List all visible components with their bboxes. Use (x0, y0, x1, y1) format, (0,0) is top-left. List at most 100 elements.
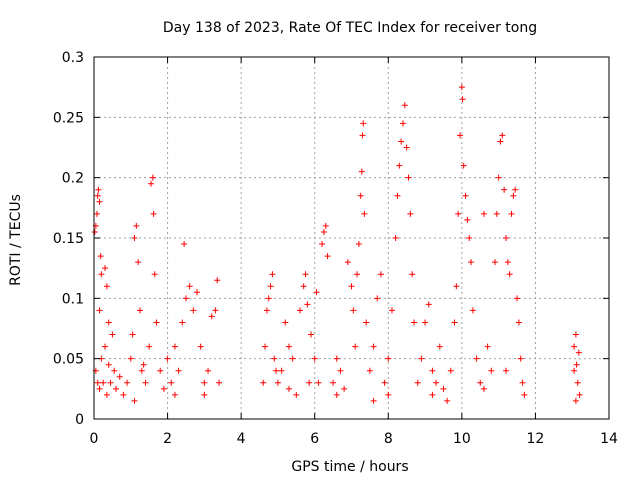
data-point (100, 379, 107, 386)
data-point (142, 379, 149, 386)
x-tick-label: 12 (527, 431, 545, 447)
data-point (103, 283, 110, 290)
data-point (503, 235, 509, 241)
data-point (263, 307, 270, 314)
data-point (96, 385, 103, 392)
data-point (285, 343, 292, 350)
data-point (512, 186, 519, 193)
data-point (131, 235, 138, 241)
data-point (160, 385, 167, 392)
data-point (91, 228, 98, 235)
data-point (401, 102, 408, 109)
data-point (164, 355, 171, 362)
data-point (436, 343, 443, 350)
data-point (491, 259, 498, 266)
data-point (422, 319, 429, 326)
data-point (315, 379, 322, 386)
x-tick-label: 4 (237, 431, 246, 447)
data-point (462, 192, 469, 199)
data-point (260, 379, 267, 386)
data-point (262, 343, 269, 350)
data-point (97, 253, 104, 260)
data-point (205, 367, 212, 374)
scatter-points (91, 84, 583, 404)
data-point (455, 210, 462, 217)
y-tick-label: 0.3 (62, 50, 84, 66)
y-tick-label: 0.1 (62, 291, 84, 307)
axis-ticks: 0 2 4 6 8 10 12 14 0 0.05 0.1 0.15 0.2 0.25 0.3 (53, 50, 618, 447)
data-point (572, 331, 579, 338)
data-point (95, 186, 102, 193)
data-point (201, 379, 208, 386)
data-point (440, 385, 447, 392)
data-point (398, 138, 405, 145)
data-point (370, 343, 377, 350)
data-point (271, 355, 278, 362)
data-point (120, 391, 127, 398)
data-point (319, 241, 326, 248)
data-point (103, 391, 110, 398)
data-point (477, 379, 484, 386)
data-point (111, 367, 118, 374)
data-point (358, 168, 365, 175)
data-point (94, 379, 101, 386)
data-point (274, 379, 281, 386)
data-point (146, 343, 153, 350)
data-point (116, 373, 123, 380)
data-point (285, 385, 292, 392)
data-point (157, 367, 164, 374)
data-point (352, 343, 359, 350)
data-point (504, 259, 511, 266)
data-point (425, 301, 432, 308)
data-point (93, 210, 100, 217)
data-point (429, 367, 436, 374)
data-point (459, 96, 466, 103)
data-point (265, 295, 272, 302)
data-point (282, 319, 289, 326)
data-point (138, 367, 145, 374)
data-point (140, 361, 147, 368)
data-point (468, 259, 475, 266)
data-point (333, 355, 340, 362)
data-point (350, 307, 357, 314)
data-point (407, 210, 414, 217)
data-point (497, 138, 504, 145)
data-point (515, 319, 522, 326)
data-point (381, 379, 388, 386)
data-point (344, 259, 351, 266)
y-axis-label: ROTI / TECUs (8, 194, 24, 286)
data-point (400, 120, 406, 127)
data-point (484, 343, 491, 350)
y-tick-label: 0.25 (53, 110, 84, 126)
data-point (473, 355, 480, 362)
data-point (168, 379, 175, 386)
data-point (574, 379, 581, 386)
data-point (201, 391, 208, 398)
data-point (457, 132, 464, 139)
data-point (341, 385, 348, 392)
data-point (377, 271, 384, 278)
data-point (208, 313, 215, 320)
data-point (354, 271, 361, 278)
x-axis-label: GPS time / hours (291, 459, 408, 475)
data-point (361, 210, 368, 217)
data-point (571, 367, 578, 374)
data-point (289, 355, 296, 362)
x-tick-label: 2 (163, 431, 172, 447)
data-point (96, 198, 103, 205)
data-point (385, 391, 392, 398)
data-point (519, 379, 526, 386)
data-point (129, 331, 136, 338)
data-point (394, 192, 401, 199)
data-point (392, 235, 399, 241)
data-point (348, 283, 355, 290)
y-tick-label: 0.15 (53, 231, 84, 247)
data-point (517, 355, 524, 362)
x-tick-label: 0 (90, 431, 99, 447)
x-tick-label: 10 (453, 431, 471, 447)
x-tick-label: 6 (310, 431, 319, 447)
data-point (151, 271, 158, 278)
data-point (521, 391, 528, 398)
data-point (267, 283, 274, 290)
data-point (510, 192, 517, 199)
